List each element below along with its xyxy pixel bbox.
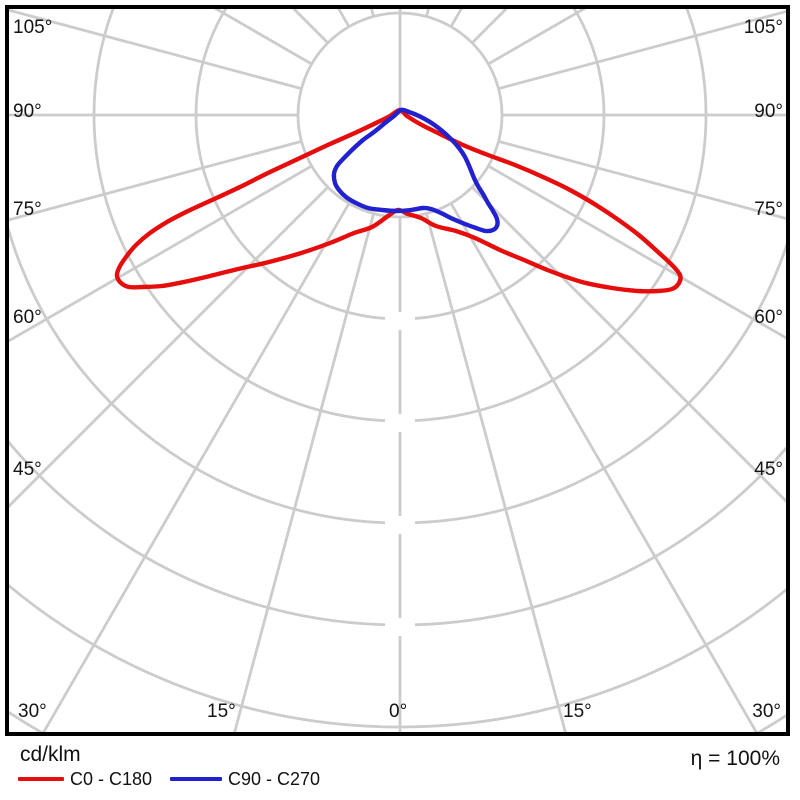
radial-tick-label-box — [385, 414, 415, 432]
grid-spoke — [498, 10, 786, 90]
grid-spoke — [42, 202, 351, 732]
radial-tick-label-box — [385, 516, 415, 534]
angle-label: 45° — [13, 459, 42, 481]
radial-tick-label-box — [385, 618, 415, 636]
angle-label: 90° — [13, 101, 42, 123]
grid-spoke — [487, 164, 786, 340]
radial-tick-label-box — [385, 312, 415, 330]
grid-spoke — [9, 164, 313, 343]
curve-c90-c270 — [331, 107, 500, 234]
angle-label: 90° — [754, 101, 783, 123]
angle-label: 45° — [754, 459, 783, 481]
grid-spoke — [370, 9, 375, 17]
legend-label-c90-c270: C90 - C270 — [228, 769, 321, 789]
grid-spoke — [425, 213, 567, 732]
angle-label: 30° — [18, 701, 47, 723]
angle-label: 75° — [754, 199, 783, 221]
legend-label-c0-c180: C0 - C180 — [70, 769, 153, 789]
legend-swatch-c0-c180 — [18, 777, 64, 781]
angle-label: 60° — [13, 307, 42, 329]
angle-label: 0° — [389, 701, 408, 723]
grid-spoke — [9, 140, 302, 222]
angle-label: 30° — [752, 701, 781, 723]
grid-spoke — [425, 9, 430, 17]
grid-spoke — [449, 202, 758, 732]
angle-label: 105° — [743, 17, 783, 39]
grid-spoke — [9, 9, 302, 90]
unit-label: cd/klm — [20, 743, 81, 766]
angle-label: 105° — [13, 17, 53, 39]
grid-spoke — [9, 186, 329, 508]
efficiency-label: η = 100% — [690, 747, 780, 770]
intensity-curves — [114, 107, 683, 294]
grid-spoke — [471, 186, 786, 503]
angle-label: 60° — [754, 307, 783, 329]
angle-label: 75° — [13, 199, 42, 221]
grid-spoke — [498, 140, 786, 220]
angle-label: 15° — [207, 701, 236, 723]
legend-swatch-c90-c270 — [170, 777, 222, 781]
angle-label: 15° — [563, 701, 592, 723]
grid-spoke — [233, 213, 375, 732]
